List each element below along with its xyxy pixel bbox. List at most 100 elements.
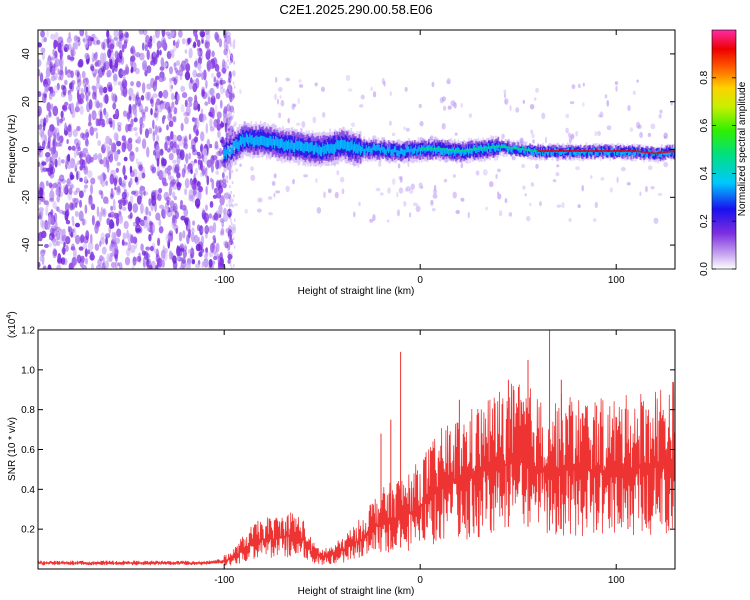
spectrogram-ridge-cell (657, 149, 660, 154)
spectrogram-noise-cell (58, 76, 62, 81)
spectrogram-noise-cell (501, 133, 505, 139)
spectrogram-ridge-cell (246, 134, 249, 144)
spectrogram-ridge-cell (317, 146, 320, 156)
spectrogram-noise-cell (68, 82, 73, 90)
spectrogram-noise-cell (98, 85, 104, 96)
spectrogram-noise-cell (153, 55, 158, 63)
spectrogram-noise-cell (171, 48, 175, 59)
spectrogram-ridge-cell (252, 137, 255, 147)
spectrogram-noise-cell (54, 58, 60, 68)
spectrogram-ridge-peak (507, 146, 510, 149)
spectrogram-noise-cell (398, 175, 403, 180)
spectrogram-noise-cell (232, 264, 235, 268)
spectrogram-ridge-peak (580, 149, 583, 152)
spectrogram-noise-cell (90, 263, 94, 269)
spectrogram-noise-cell (100, 232, 105, 240)
spectrogram-ridge-cell (567, 147, 570, 152)
spectrogram-ridge-peak (530, 149, 533, 152)
spectrogram-ridge-cell (348, 141, 350, 152)
spectrogram-noise-cell (503, 92, 507, 99)
spectrogram-noise-cell (114, 109, 118, 119)
spectrogram-noise-cell (227, 161, 229, 165)
spectrogram-noise-cell (165, 196, 171, 202)
spectrogram-noise-cell (57, 156, 61, 167)
spectrogram-ridge-cell (362, 144, 364, 151)
spectrogram-ridge-peak (549, 149, 551, 152)
spectrogram-ridge-peak (562, 149, 564, 152)
spectrogram-noise-cell (109, 211, 115, 218)
spectrogram-ridge-cell (231, 144, 234, 154)
spectrogram-noise-cell (129, 195, 134, 205)
spectrogram-ridge-peak (575, 149, 577, 152)
spectrogram-noise-cell (460, 162, 464, 169)
spectrogram-noise-cell (185, 153, 189, 165)
spectrogram-ridge-peak (453, 149, 456, 152)
spectrogram-noise-cell (149, 35, 153, 43)
spectrogram-noise-cell (55, 187, 60, 197)
snr-x-axis: -100 0 100 (214, 330, 625, 586)
spectrogram-ridge-cell (544, 151, 547, 156)
spectrogram-noise-cell (109, 58, 113, 70)
spectrogram-ridge-cell (380, 144, 383, 151)
spectrogram-noise-cell (134, 67, 140, 75)
spectrogram-ridge-peak (653, 152, 656, 155)
spectrogram-noise-cell (581, 184, 585, 192)
spectrogram-ridge-peak (520, 148, 523, 151)
spectrogram-noise-cell (232, 70, 236, 77)
spectrogram-noise-cell (184, 178, 190, 189)
spectrogram-noise-cell (184, 71, 191, 81)
spectrogram-noise-cell (116, 185, 121, 193)
spectrogram-noise-cell (48, 242, 52, 248)
spectrogram-noise-cell (174, 67, 179, 74)
spectrogram-ridge-cell (345, 142, 348, 152)
spectrogram-ridge-cell (373, 144, 376, 151)
spectrogram-ridge-cell (571, 149, 574, 158)
spectrogram-ridge-cell (665, 151, 668, 156)
spectrogram-ridge-peak (643, 150, 646, 153)
spectrogram-noise-cell (229, 42, 232, 46)
spectrogram-noise-cell (56, 240, 61, 246)
spectrogram-noise-cell (118, 39, 122, 49)
spectrogram-noise-cell (67, 225, 71, 233)
spectrogram-noise-cell (164, 141, 168, 151)
spectrogram-noise-cell (113, 177, 118, 187)
spectrogram-ridge-peak (596, 149, 598, 152)
spectrogram-noise-cell (639, 131, 644, 139)
spectrogram-noise-cell (196, 151, 201, 157)
spectrogram-noise-cell (503, 89, 507, 94)
spectrogram-ridge-peak (419, 147, 422, 150)
spectrogram-noise-cell (139, 52, 145, 61)
spectrogram-noise-cell (568, 136, 573, 143)
spectrogram-noise-cell (96, 39, 101, 45)
spectrogram-ridge-peak (503, 145, 506, 148)
spectrogram-noise-cell (615, 85, 618, 92)
spectrogram-ridge-cell (651, 153, 654, 158)
spectrogram-noise-cell (156, 170, 160, 177)
spectrogram-noise-cell (50, 56, 56, 61)
spectrogram-noise-cell (592, 218, 597, 222)
spectrogram-ridge-cell (301, 141, 303, 151)
spectrogram-noise-cell (211, 72, 215, 79)
spectrogram-noise-cell (232, 40, 236, 50)
spectrogram-ridge-peak (617, 149, 620, 152)
spectrogram-ridge-cell (356, 143, 359, 153)
spectrogram-noise-cell (54, 150, 59, 159)
spectrogram-noise-cell (160, 157, 165, 165)
spectrogram-ridge-cell (546, 151, 549, 156)
spectrogram-ridge-cell (377, 144, 380, 151)
spectrogram-ridge-cell (398, 145, 401, 157)
spectrogram-ridge-peak (644, 151, 647, 154)
spectrogram-noise-cell (53, 39, 57, 50)
spectrogram-noise-cell (336, 170, 340, 176)
spectrogram-noise-cell (70, 231, 74, 238)
spectrogram-noise-cell (221, 63, 226, 70)
spectrogram-noise-cell (212, 235, 216, 241)
spectrogram-ridge-cell (637, 150, 640, 155)
spectrogram-ridge-cell (449, 148, 451, 155)
spectrogram-noise-cell (226, 35, 229, 39)
spectrogram-noise-cell (231, 170, 234, 174)
spectrogram-noise-cell (197, 62, 202, 71)
spectrogram-noise-cell (116, 140, 122, 147)
spectrogram-noise-cell (141, 172, 146, 179)
spectrogram-ridge-cell (586, 147, 589, 152)
